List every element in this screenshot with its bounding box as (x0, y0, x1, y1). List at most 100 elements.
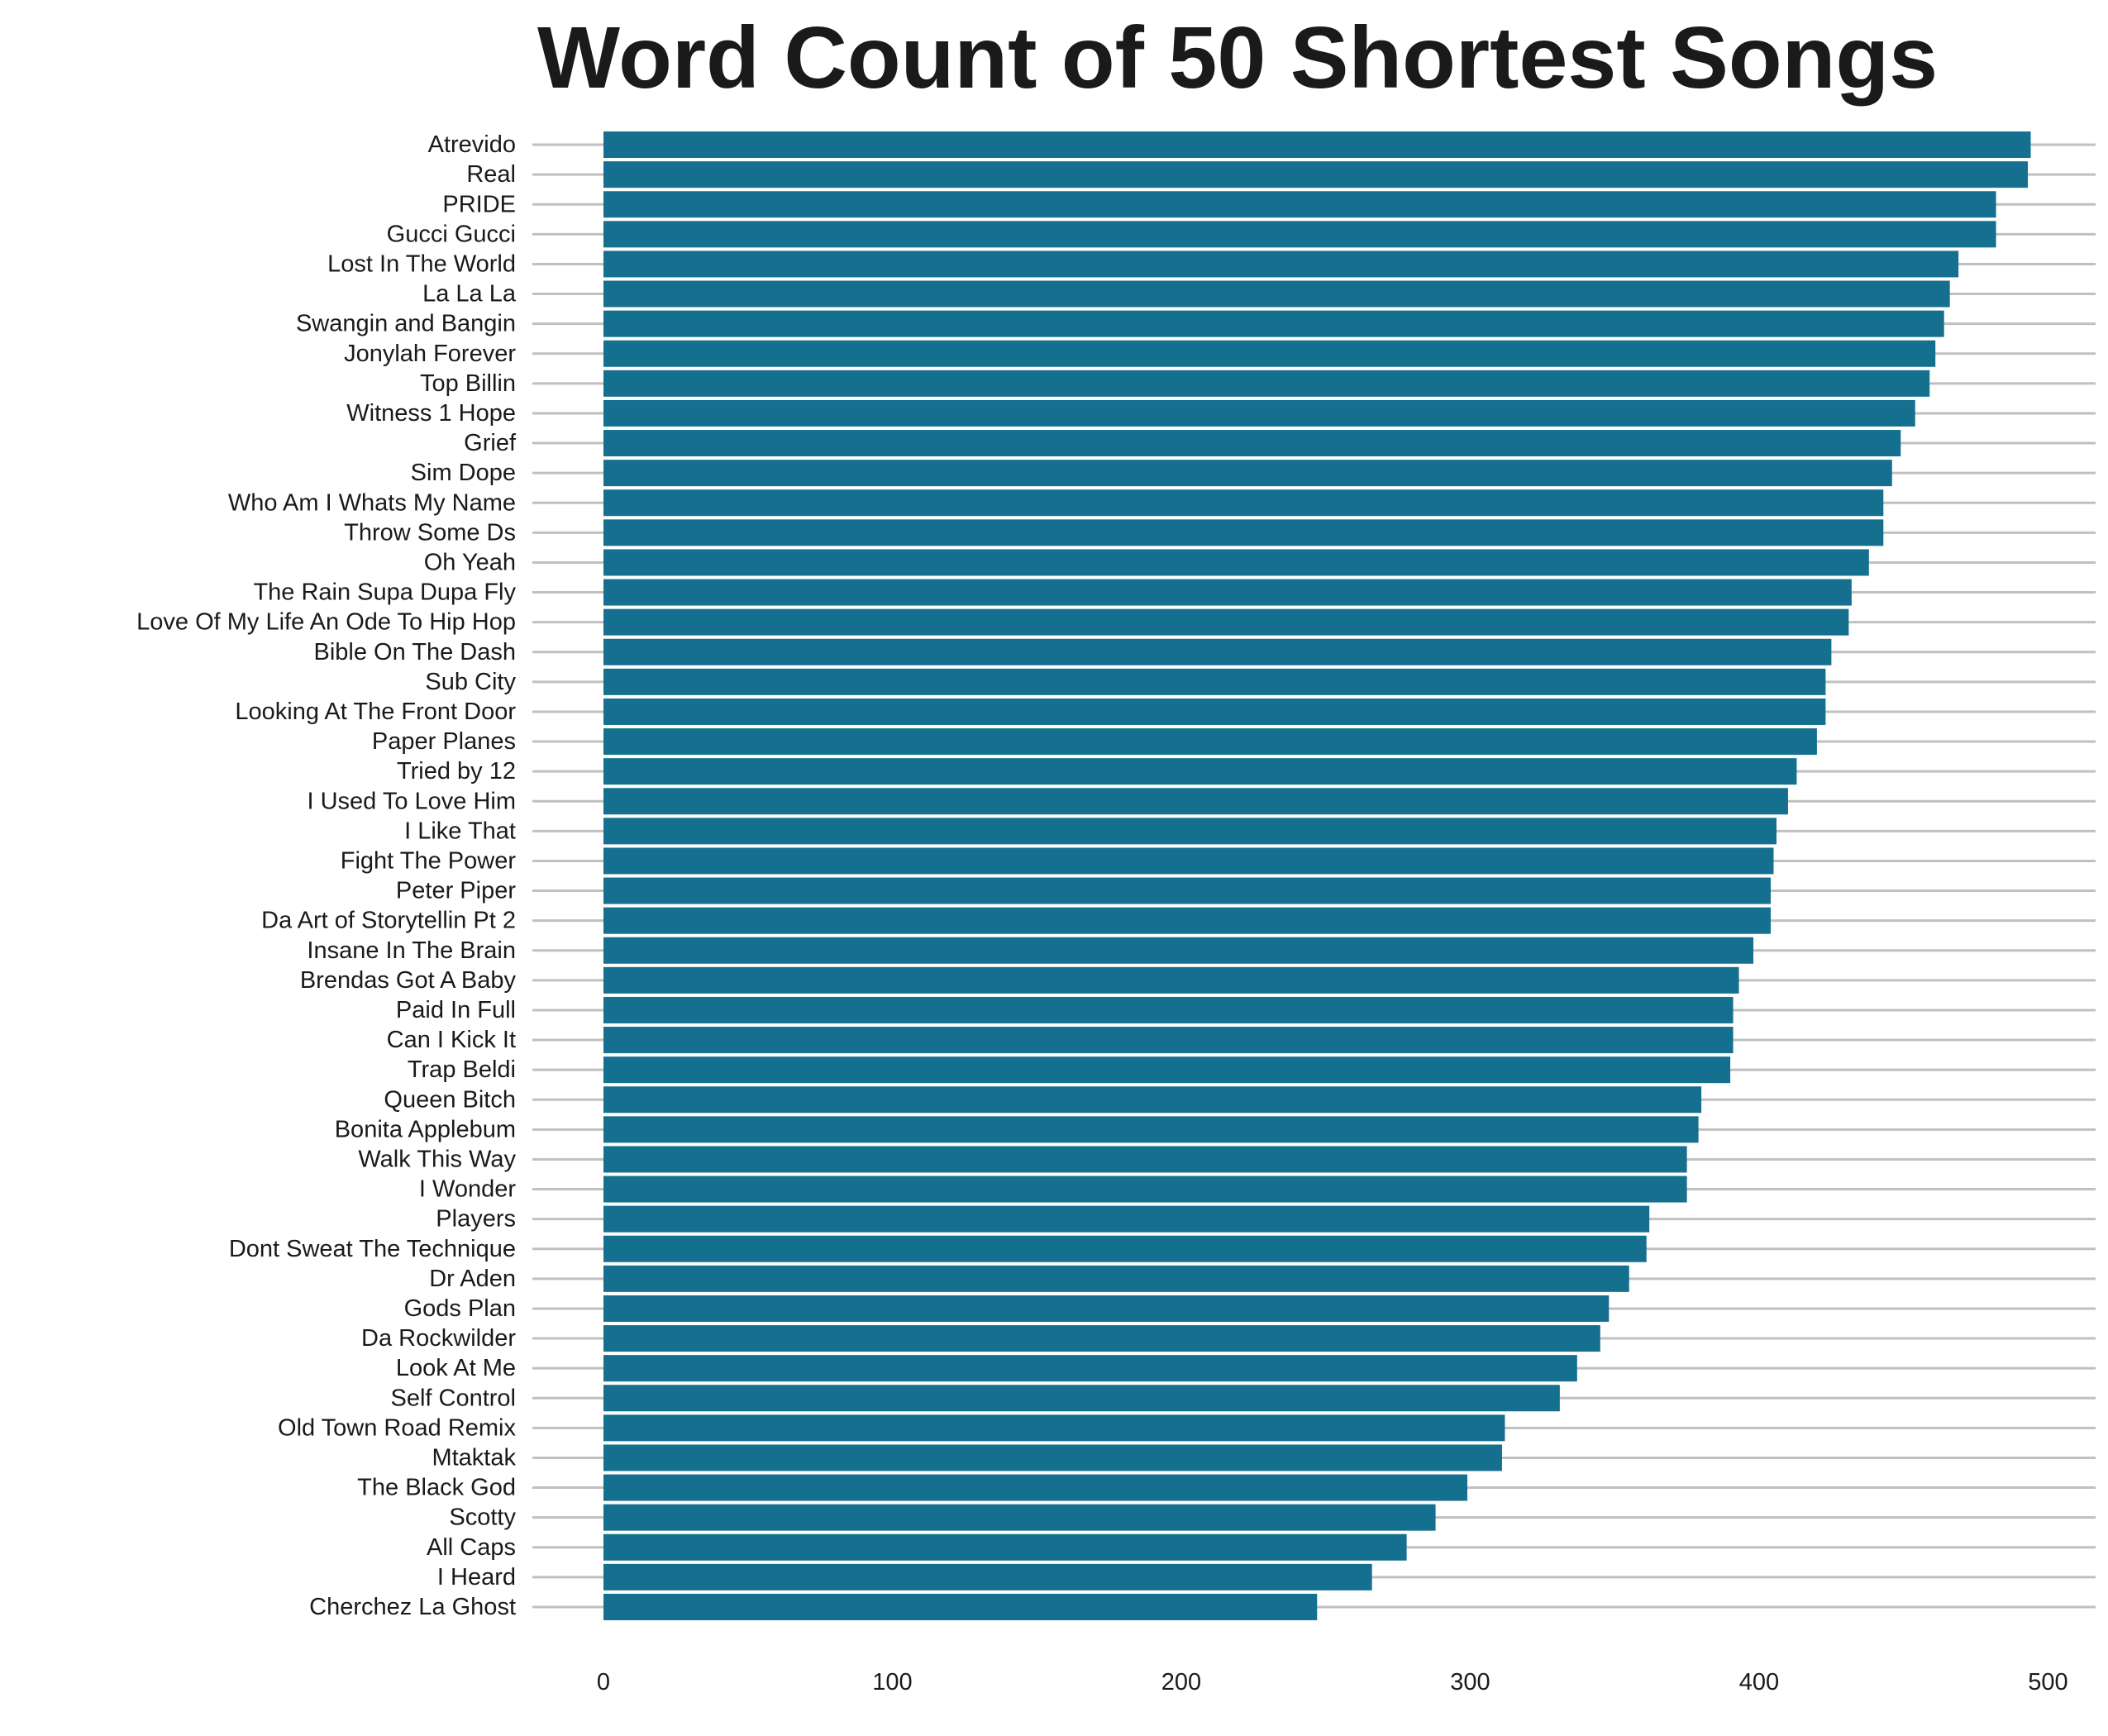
category-label: Da Rockwilder (361, 1325, 516, 1352)
bar-love-of-my-life-an-ode-to-hip-hop (603, 608, 1849, 636)
bar-old-town-road-remix (603, 1414, 1505, 1442)
bar-tried-by-12 (603, 758, 1797, 785)
category-label: Love Of My Life An Ode To Hip Hop (136, 609, 516, 636)
category-label: Jonylah Forever (344, 341, 516, 367)
category-label: Atrevido (428, 131, 516, 158)
x-tick-label: 100 (872, 1669, 912, 1695)
category-label: I Heard (437, 1564, 516, 1591)
category-label: I Used To Love Him (307, 788, 516, 814)
category-label: Real (466, 161, 516, 188)
bar-atrevido (603, 131, 2031, 159)
bar-self-control (603, 1385, 1560, 1412)
category-label: The Rain Supa Dupa Fly (253, 579, 516, 606)
category-label: Bonita Applebum (335, 1116, 516, 1142)
category-labels: Atrevido Real PRIDE Gucci Gucci Lost In The … (136, 131, 517, 1620)
x-tick-label: 0 (597, 1669, 610, 1695)
category-label: Queen Bitch (384, 1086, 516, 1113)
bar-lost-in-the-world (603, 250, 1959, 278)
bar-throw-some-ds (603, 519, 1884, 546)
bar-gods-plan (603, 1295, 1610, 1322)
category-label: Oh Yeah (424, 549, 516, 575)
bar-grief (603, 430, 1901, 457)
category-label: Looking At The Front Door (235, 699, 516, 725)
category-label: Players (436, 1206, 516, 1233)
bar-i-like-that (603, 818, 1777, 845)
category-label: Throw Some Ds (344, 519, 516, 546)
category-label: Mtaktak (432, 1444, 516, 1471)
x-tick-labels: 0 100 200 300 400 500 (597, 1669, 2068, 1695)
bar-gucci-gucci (603, 221, 1996, 248)
category-label: Cherchez La Ghost (309, 1594, 516, 1620)
category-label: Peter Piper (396, 878, 516, 904)
category-label: Self Control (390, 1385, 516, 1411)
bar-insane-in-the-brain (603, 937, 1754, 964)
chart-title: Word Count of 50 Shortest Songs (537, 9, 1939, 107)
bar-sub-city (603, 668, 1826, 695)
bar-look-at-me (603, 1355, 1577, 1382)
bar-witness-1-hope (603, 399, 1915, 427)
bar-la-la-la (603, 280, 1950, 308)
bar-real (603, 161, 2029, 188)
category-label: Da Art of Storytellin Pt 2 (261, 908, 516, 934)
bar-dr-aden (603, 1265, 1629, 1292)
bar-pride (603, 191, 1996, 218)
category-label: Grief (464, 430, 517, 456)
bar-jonylah-forever (603, 340, 1936, 367)
category-label: Scotty (449, 1505, 516, 1531)
bar-looking-at-the-front-door (603, 698, 1826, 725)
category-label: Bible On The Dash (314, 639, 517, 665)
bar-cherchez-la-ghost (603, 1593, 1318, 1620)
category-label: I Wonder (419, 1176, 516, 1203)
category-label: Tried by 12 (397, 758, 516, 785)
bar-queen-bitch (603, 1086, 1702, 1114)
bar-brendas-got-a-baby (603, 966, 1739, 994)
category-label: I Like That (404, 818, 516, 844)
bar-sim-dope (603, 460, 1892, 487)
category-label: Paper Planes (372, 728, 516, 755)
bar-the-rain-supa-dupa-fly (603, 579, 1852, 606)
category-label: La La La (422, 281, 517, 308)
bar-who-am-i-whats-my-name (603, 489, 1884, 517)
bar-top-billin (603, 370, 1930, 397)
category-label: Sub City (425, 669, 516, 695)
bar-swangin-and-bangin (603, 310, 1944, 337)
category-label: Lost In The World (327, 250, 516, 277)
category-label: Gods Plan (404, 1295, 516, 1322)
bar-paid-in-full (603, 996, 1734, 1023)
bar-walk-this-way (603, 1146, 1687, 1173)
bar-mtaktak (603, 1444, 1502, 1471)
category-label: Fight The Power (341, 847, 517, 874)
category-label: Can I Kick It (387, 1027, 516, 1053)
category-label: The Black God (357, 1475, 516, 1501)
category-label: Walk This Way (358, 1146, 516, 1172)
bar-scotty (603, 1504, 1436, 1531)
bar-i-wonder (603, 1176, 1687, 1203)
x-tick-label: 400 (1739, 1669, 1779, 1695)
bar-trap-beldi (603, 1056, 1731, 1084)
category-label: Who Am I Whats My Name (228, 489, 516, 516)
category-label: All Caps (427, 1534, 516, 1561)
bar-players (603, 1205, 1650, 1233)
category-label: Old Town Road Remix (278, 1414, 516, 1441)
bar-paper-planes (603, 728, 1817, 756)
x-tick-label: 500 (2028, 1669, 2067, 1695)
category-label: Look At Me (396, 1355, 516, 1381)
bar-i-heard (603, 1563, 1372, 1591)
category-label: Trap Beldi (408, 1056, 516, 1083)
category-label: Dont Sweat The Technique (229, 1236, 516, 1262)
bar-dont-sweat-the-technique (603, 1235, 1647, 1262)
bar-i-used-to-love-him (603, 788, 1788, 815)
category-label: Witness 1 Hope (346, 400, 516, 427)
category-label: Sim Dope (411, 460, 516, 486)
bar-can-i-kick-it (603, 1027, 1734, 1054)
x-tick-label: 300 (1450, 1669, 1490, 1695)
bar-the-black-god (603, 1474, 1468, 1501)
bar-fight-the-power (603, 847, 1774, 875)
category-label: Insane In The Brain (307, 937, 516, 964)
x-tick-label: 200 (1161, 1669, 1201, 1695)
bar-da-art-of-storytellin-pt-2 (603, 907, 1771, 934)
category-label: Gucci Gucci (387, 221, 516, 247)
bars (603, 131, 2031, 1620)
